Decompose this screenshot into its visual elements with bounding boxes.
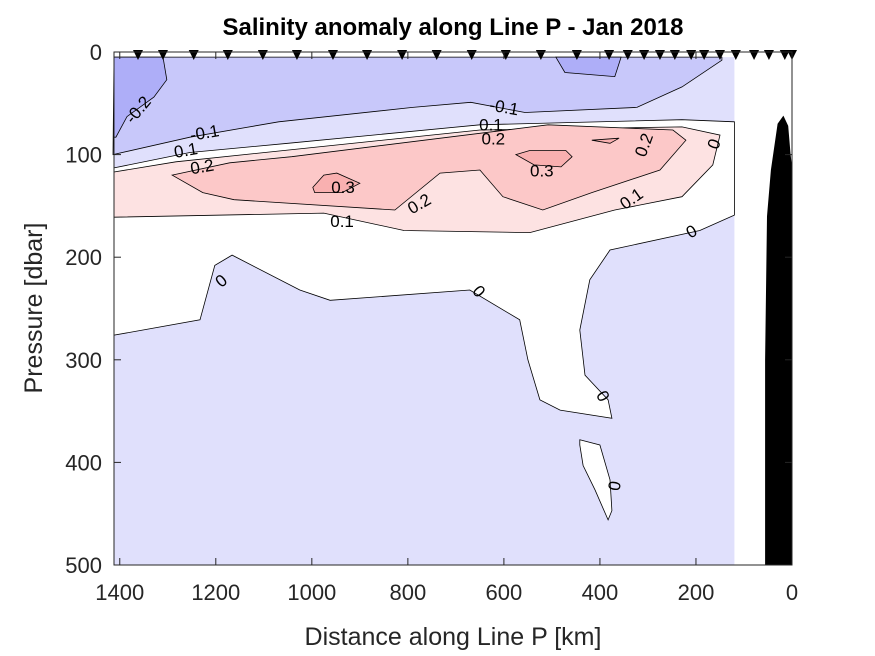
x-tick-label: 800 (390, 580, 427, 605)
y-tick-label: 0 (90, 40, 102, 65)
contour-region-lt-0-2 (555, 56, 622, 78)
chart-title: Salinity anomaly along Line P - Jan 2018 (222, 14, 683, 41)
x-tick-label: 400 (582, 580, 619, 605)
contour-region-gt-0-3 (591, 137, 620, 144)
axes-box (113, 51, 793, 566)
x-tick-label: 200 (678, 580, 715, 605)
contour-label: 0.2 (482, 130, 506, 149)
x-axis-ticks: 1400 1200 1000 800 600 400 200 0 (95, 52, 798, 605)
x-tick-label: 1400 (95, 580, 144, 605)
contour-label: -0.1 (488, 96, 520, 120)
x-axis-label: Distance along Line P [km] (305, 623, 602, 651)
y-axis-ticks: 0 100 200 300 400 500 (65, 40, 792, 578)
contour-label: 0.1 (173, 139, 200, 162)
contour-region-0-0-1 (579, 439, 613, 521)
contour-region-gt-0-3 (312, 172, 361, 194)
contour-label: 0.3 (331, 178, 355, 197)
y-tick-label: 300 (65, 348, 102, 373)
contour-label: 0.1 (330, 212, 354, 231)
contour-label: 0.3 (530, 162, 554, 181)
bathymetry (765, 115, 792, 565)
contour-region-0-2-0-3 (170, 124, 687, 211)
x-tick-label: 1200 (191, 580, 240, 605)
contour-label: 0 (605, 480, 625, 493)
bathymetry-shape (765, 115, 792, 565)
contour-region--0-2-0-1 (112, 56, 723, 156)
contour-region-gt-0-3 (514, 150, 573, 168)
y-axis-label: Pressure [dbar] (20, 223, 48, 394)
contour-label: 0.1 (479, 115, 503, 134)
contour-label: -0.1 (189, 121, 221, 145)
y-tick-label: 100 (65, 143, 102, 168)
y-tick-label: 500 (65, 553, 102, 578)
y-tick-label: 400 (65, 450, 102, 475)
x-tick-label: 1000 (287, 580, 336, 605)
x-tick-label: 600 (486, 580, 523, 605)
contour-label: 0.2 (189, 156, 216, 179)
contour-labels: -0.2-0.10.10.2-0.10.10.20.30.30.20.10.20… (121, 93, 724, 493)
filled-contour-regions (112, 56, 735, 565)
y-tick-label: 200 (65, 245, 102, 270)
x-tick-label: 0 (786, 580, 798, 605)
